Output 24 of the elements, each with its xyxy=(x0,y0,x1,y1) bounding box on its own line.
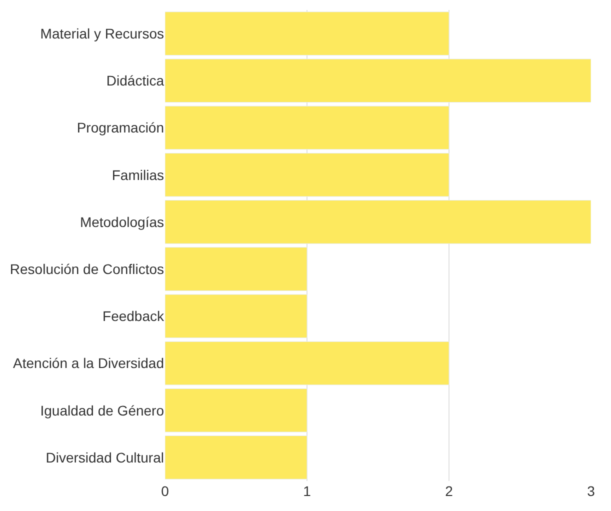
y-tick-label: Resolución de Conflictos xyxy=(10,260,164,277)
bar xyxy=(165,294,308,338)
bar xyxy=(165,12,450,56)
y-tick-label: Diversidad Cultural xyxy=(46,449,164,466)
y-tick-label: Feedback xyxy=(102,308,165,324)
bar xyxy=(165,436,308,480)
bar xyxy=(165,247,308,291)
y-tick-label: Familias xyxy=(112,166,164,183)
x-tick-label: 2 xyxy=(445,483,454,499)
bar xyxy=(165,388,308,432)
y-tick-label: Didáctica xyxy=(106,72,164,89)
y-tick-label: Material y Recursos xyxy=(40,25,164,42)
x-tick-label: 0 xyxy=(161,483,170,499)
y-tick-label: Metodologías xyxy=(80,214,164,230)
bar xyxy=(165,341,450,386)
y-tick-label: Programación xyxy=(76,120,164,136)
x-tick-label: 1 xyxy=(303,483,312,499)
x-tick-label: 3 xyxy=(587,483,596,499)
y-tick-label: Igualdad de Género xyxy=(40,402,164,418)
bar xyxy=(165,200,591,244)
y-tick-label: Atención a la Diversidad xyxy=(13,355,164,372)
bar xyxy=(165,58,591,103)
bar xyxy=(165,152,450,197)
bar xyxy=(165,106,450,150)
